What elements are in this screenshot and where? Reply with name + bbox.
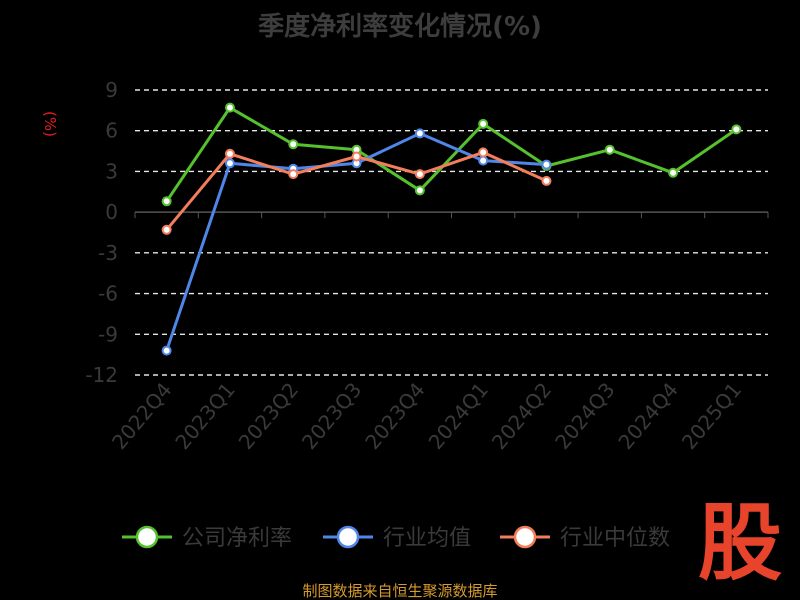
chart-title: 季度净利率变化情况(%) bbox=[258, 12, 542, 42]
x-tick-label: 2025Q1 bbox=[677, 378, 746, 454]
series-line-0 bbox=[165, 106, 738, 203]
stock-logo-watermark: 股 bbox=[697, 494, 782, 592]
data-point bbox=[478, 118, 489, 129]
data-point bbox=[414, 185, 425, 196]
legend-layer: 公司净利率 行业均值 行业中位数 bbox=[122, 525, 670, 551]
data-point bbox=[541, 175, 552, 186]
legend-label: 公司净利率 bbox=[182, 526, 292, 551]
y-tick-label: 0 bbox=[105, 200, 118, 224]
x-tick-label: 2023Q2 bbox=[234, 378, 303, 454]
y-tick-label: 3 bbox=[105, 159, 118, 183]
x-tick-label: 2024Q3 bbox=[550, 378, 619, 454]
x-tick-label: 2024Q4 bbox=[613, 378, 682, 454]
data-point bbox=[288, 169, 299, 180]
data-point bbox=[414, 128, 425, 139]
data-point bbox=[731, 124, 742, 135]
data-point bbox=[288, 139, 299, 150]
data-point bbox=[604, 144, 615, 155]
data-point bbox=[161, 345, 172, 356]
data-point bbox=[668, 167, 679, 178]
data-point bbox=[351, 151, 362, 162]
data-point bbox=[224, 148, 235, 159]
series-layer bbox=[161, 102, 742, 356]
x-tick-label: 2024Q1 bbox=[424, 378, 493, 454]
legend-label: 行业均值 bbox=[383, 526, 471, 551]
legend-label: 行业中位数 bbox=[560, 526, 670, 551]
legend-marker bbox=[336, 525, 360, 549]
x-tick-label: 2023Q4 bbox=[360, 378, 429, 454]
data-point bbox=[161, 196, 172, 207]
y-tick-label: -6 bbox=[98, 282, 118, 306]
legend-marker bbox=[135, 525, 159, 549]
axis-layer: 9630-3-6-9-122022Q42023Q12023Q22023Q3202… bbox=[85, 78, 769, 454]
data-point bbox=[478, 147, 489, 158]
x-tick-label: 2024Q2 bbox=[487, 378, 556, 454]
data-point bbox=[224, 158, 235, 169]
x-tick-label: 2023Q1 bbox=[170, 378, 239, 454]
legend-marker bbox=[513, 525, 537, 549]
x-tick-label: 2022Q4 bbox=[107, 378, 176, 454]
x-tick-label: 2023Q3 bbox=[297, 378, 366, 454]
data-point bbox=[161, 224, 172, 235]
y-tick-label: 6 bbox=[105, 119, 118, 143]
data-point bbox=[541, 159, 552, 170]
data-point bbox=[224, 102, 235, 113]
y-tick-label: -3 bbox=[98, 241, 118, 265]
y-tick-label: -9 bbox=[98, 322, 118, 346]
data-point bbox=[478, 155, 489, 166]
data-point bbox=[414, 169, 425, 180]
y-tick-label: 9 bbox=[105, 78, 118, 102]
data-source-footer: 制图数据来自恒生聚源数据库 bbox=[302, 582, 498, 600]
y-tick-label: -12 bbox=[85, 363, 118, 387]
grid-layer bbox=[135, 89, 768, 376]
